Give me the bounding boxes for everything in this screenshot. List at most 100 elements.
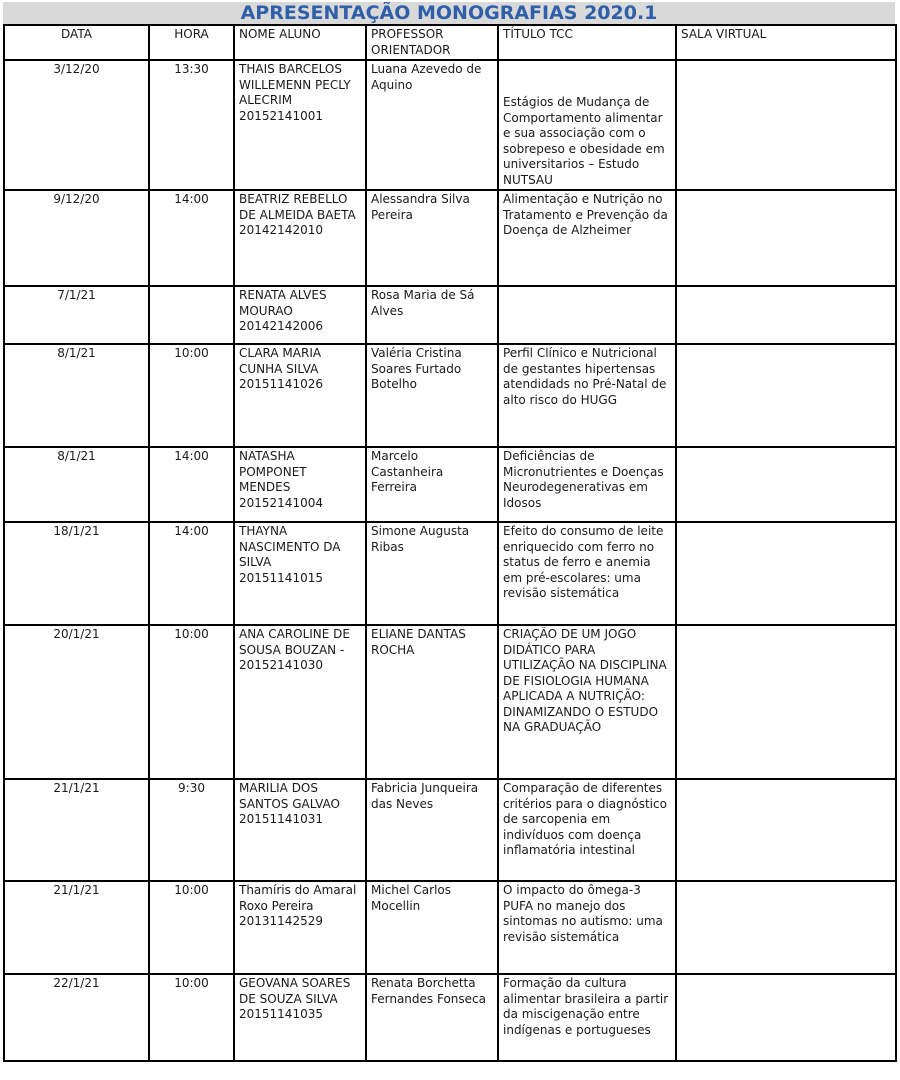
time-text: 10:00 — [174, 627, 209, 641]
date-text: 18/1/21 — [53, 524, 100, 538]
cell-professor: Rosa Maria de Sá Alves — [365, 285, 499, 345]
cell-professor: ELIANE DANTAS ROCHA — [365, 624, 499, 780]
cell-aluno: THAIS BARCELOS WILLEMENN PECLY ALECRIM 20… — [233, 59, 367, 191]
header-hora: HORA — [148, 24, 235, 61]
time-text — [154, 288, 229, 342]
cell-data: 21/1/21 — [3, 778, 150, 882]
cell-titulo: Alimentação e Nutrição no Tratamento e P… — [497, 189, 677, 287]
cell-professor: Alessandra Silva Pereira — [365, 189, 499, 287]
cell-aluno: BEATRIZ REBELLO DE ALMEIDA BAETA 20142142… — [233, 189, 367, 287]
student-id: 20151141031 — [239, 812, 323, 826]
cell-sala — [675, 285, 897, 345]
tcc-title: Estágios de Mudança de Comportamento ali… — [503, 95, 665, 187]
date-text: 22/1/21 — [53, 976, 100, 990]
cell-hora: 14:00 — [148, 446, 235, 523]
professor-name: Alessandra Silva Pereira — [371, 192, 470, 222]
student-id: 20142142006 — [239, 319, 323, 333]
student-name: BEATRIZ REBELLO DE ALMEIDA BAETA — [239, 192, 356, 222]
professor-name: Renata Borchetta Fernandes Fonseca — [371, 976, 486, 1006]
sala-text — [681, 288, 891, 342]
student-name: THAYNA NASCIMENTO DA SILVA — [239, 524, 341, 569]
cell-titulo: Estágios de Mudança de Comportamento ali… — [497, 59, 677, 191]
cell-titulo — [497, 285, 677, 345]
date-text: 20/1/21 — [53, 627, 100, 641]
tcc-title: Alimentação e Nutrição no Tratamento e P… — [503, 192, 668, 237]
date-text: 8/1/21 — [57, 346, 96, 360]
sala-text — [681, 449, 891, 520]
table-row: 7/1/21 RENATA ALVES MOURAO 20142142006 Ro… — [3, 285, 897, 345]
tcc-title: Efeito do consumo de leite enriquecido c… — [503, 524, 664, 600]
professor-name: Rosa Maria de Sá Alves — [371, 288, 475, 318]
cell-hora: 14:00 — [148, 189, 235, 287]
cell-sala — [675, 189, 897, 287]
cell-hora: 13:30 — [148, 59, 235, 191]
student-id: 20151141026 — [239, 377, 323, 391]
time-text: 14:00 — [174, 449, 209, 463]
cell-hora: 10:00 — [148, 973, 235, 1062]
tcc-title — [503, 288, 671, 342]
header-sala: SALA VIRTUAL — [675, 24, 897, 61]
student-name: NATASHA POMPONET MENDES — [239, 449, 307, 494]
student-name: MARILIA DOS SANTOS GALVAO — [239, 781, 340, 811]
cell-professor: Michel Carlos Mocellin — [365, 880, 499, 975]
professor-name: Valéria Cristina Soares Furtado Botelho — [371, 346, 462, 391]
professor-name: Luana Azevedo de Aquino — [371, 62, 482, 92]
time-text: 14:00 — [174, 524, 209, 538]
cell-data: 7/1/21 — [3, 285, 150, 345]
cell-data: 8/1/21 — [3, 343, 150, 448]
cell-aluno: CLARA MARIA CUNHA SILVA 20151141026 — [233, 343, 367, 448]
cell-professor: Fabricia Junqueira das Neves — [365, 778, 499, 882]
cell-hora — [148, 285, 235, 345]
cell-sala — [675, 973, 897, 1062]
student-name: ANA CAROLINE DE SOUSA BOUZAN - — [239, 627, 350, 657]
cell-data: 20/1/21 — [3, 624, 150, 780]
student-id: 20152141030 — [239, 658, 323, 672]
sala-text — [681, 62, 891, 188]
cell-hora: 9:30 — [148, 778, 235, 882]
tcc-title: Comparação de diferentes critérios para … — [503, 781, 667, 857]
student-name: CLARA MARIA CUNHA SILVA — [239, 346, 322, 376]
cell-hora: 10:00 — [148, 624, 235, 780]
cell-professor: Marcelo Castanheira Ferreira — [365, 446, 499, 523]
time-text: 10:00 — [174, 883, 209, 897]
cell-hora: 10:00 — [148, 343, 235, 448]
date-text: 3/12/20 — [53, 62, 100, 76]
header-data: DATA — [3, 24, 150, 61]
cell-aluno: ANA CAROLINE DE SOUSA BOUZAN -2015214103… — [233, 624, 367, 780]
cell-sala — [675, 343, 897, 448]
table-row: 3/12/20 13:30 THAIS BARCELOS WILLEMENN P… — [3, 59, 897, 191]
table-row: 22/1/21 10:00 GEOVANA SOARES DE SOUZA SI… — [3, 973, 897, 1062]
date-text: 21/1/21 — [53, 781, 100, 795]
student-name: Thamíris do Amaral Roxo Pereira — [239, 883, 357, 913]
cell-aluno: MARILIA DOS SANTOS GALVAO 20151141031 — [233, 778, 367, 882]
table-header-row: DATA HORA NOME ALUNO PROFESSOR ORIENTADO… — [3, 24, 897, 61]
header-professor: PROFESSOR ORIENTADOR — [365, 24, 499, 61]
professor-name: ELIANE DANTAS ROCHA — [371, 627, 466, 657]
page-title: APRESENTAÇÃO MONOGRAFIAS 2020.1 — [3, 2, 895, 24]
sala-text — [681, 524, 891, 623]
sala-text — [681, 192, 891, 284]
student-name: THAIS BARCELOS WILLEMENN PECLY ALECRIM — [239, 62, 351, 107]
table-row: 21/1/21 10:00 Thamíris do Amaral Roxo Pe… — [3, 880, 897, 975]
tcc-title: Formação da cultura alimentar brasileira… — [503, 976, 669, 1037]
table-row: 18/1/21 14:00 THAYNA NASCIMENTO DA SILVA… — [3, 521, 897, 626]
cell-aluno: RENATA ALVES MOURAO 20142142006 — [233, 285, 367, 345]
cell-titulo: Formação da cultura alimentar brasileira… — [497, 973, 677, 1062]
cell-aluno: Thamíris do Amaral Roxo Pereira 201311425… — [233, 880, 367, 975]
professor-name: Marcelo Castanheira Ferreira — [371, 449, 444, 494]
student-id: 20131142529 — [239, 914, 323, 928]
cell-titulo: Perfil Clínico e Nutricional de gestante… — [497, 343, 677, 448]
date-text: 8/1/21 — [57, 449, 96, 463]
cell-data: 21/1/21 — [3, 880, 150, 975]
cell-titulo: Deficiências de Micronutrientes e Doença… — [497, 446, 677, 523]
header-aluno: NOME ALUNO — [233, 24, 367, 61]
cell-sala — [675, 624, 897, 780]
sala-text — [681, 883, 891, 972]
student-id: 20142142010 — [239, 223, 323, 237]
time-text: 10:00 — [174, 976, 209, 990]
sala-text — [681, 346, 891, 445]
professor-name: Simone Augusta Ribas — [371, 524, 470, 554]
monografias-table: DATA HORA NOME ALUNO PROFESSOR ORIENTADO… — [3, 24, 897, 1062]
cell-aluno: GEOVANA SOARES DE SOUZA SILVA 20151141035 — [233, 973, 367, 1062]
